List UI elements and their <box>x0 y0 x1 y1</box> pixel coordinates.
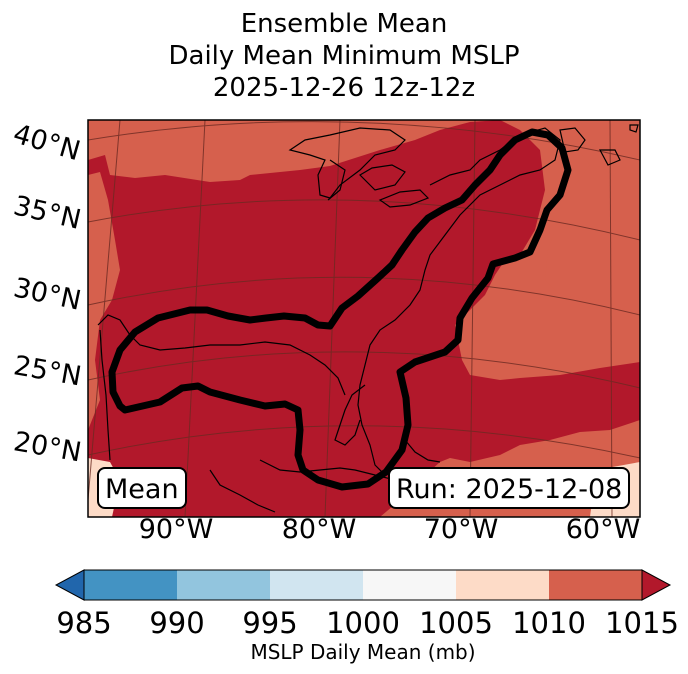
colorbar-bin-985-990 <box>84 570 177 600</box>
colorbar-tick-1015: 1015 <box>605 606 679 640</box>
colorbar-bin-995-1000 <box>270 570 363 600</box>
colorbar-label: MSLP Daily Mean (mb) <box>250 640 476 664</box>
run-date-label: Run: 2025-12-08 <box>388 467 631 509</box>
northeast-region <box>545 120 640 300</box>
colorbar-bin-1000-1005 <box>363 570 456 600</box>
colorbar-tick-995: 995 <box>242 606 298 640</box>
colorbar-bin-1010-1015 <box>549 570 642 600</box>
lon-label-90w: 90°W <box>138 514 214 545</box>
colorbar-tick-985: 985 <box>56 606 112 640</box>
mean-label: Mean <box>97 467 187 509</box>
title-line-1: Ensemble Mean <box>240 9 448 39</box>
colorbar-border <box>83 569 643 601</box>
colorbar-tick-990: 990 <box>149 606 205 640</box>
lon-label-80w: 80°W <box>281 514 357 545</box>
colorbar-bin-1005-1010 <box>456 570 549 600</box>
colorbar-tick-1005: 1005 <box>419 606 493 640</box>
title-line-2: Daily Mean Minimum MSLP <box>168 41 520 71</box>
colorbar-tick-1000: 1000 <box>326 606 400 640</box>
title-line-3: 2025-12-26 12z-12z <box>212 73 476 103</box>
lon-label-70w: 70°W <box>423 514 499 545</box>
mslp-contour-1015 <box>108 128 572 491</box>
west-edge-region <box>88 172 120 430</box>
map-border <box>87 119 641 518</box>
high-pressure-region <box>88 120 640 517</box>
colorbar-tick-1010: 1010 <box>512 606 586 640</box>
lon-label-60w: 60°W <box>565 514 641 545</box>
colorbar-extend-high <box>641 569 672 601</box>
colorbar-bin-990-995 <box>177 570 270 600</box>
map-panel <box>87 119 641 518</box>
colorbar-extend-low <box>54 569 85 601</box>
